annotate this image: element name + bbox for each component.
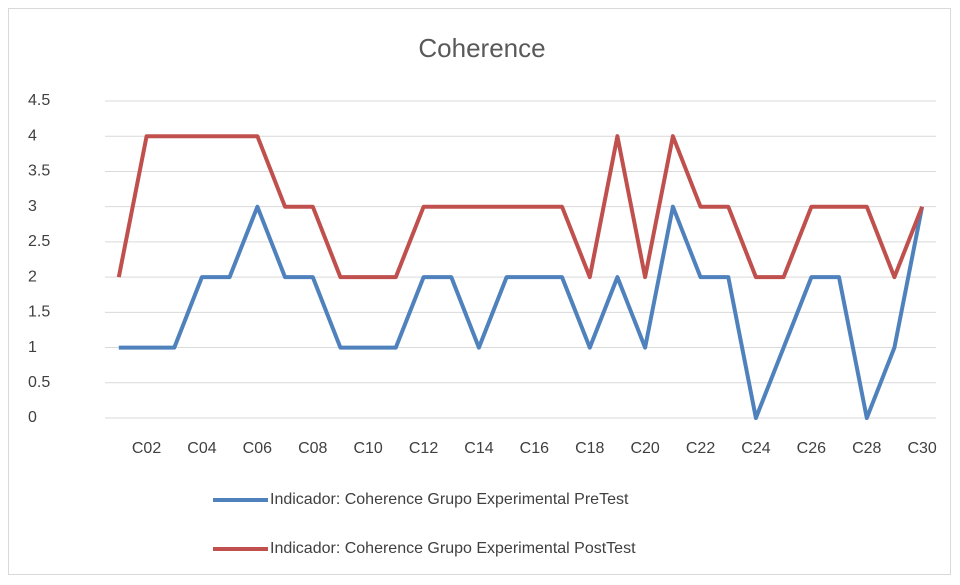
x-tick-label: C16	[520, 440, 549, 457]
legend-label: Indicador: Coherence Grupo Experimental …	[270, 540, 636, 557]
y-tick-label: 4	[28, 127, 37, 144]
y-tick-label: 2	[28, 268, 37, 285]
chart-title: Coherence	[418, 33, 545, 63]
series-line	[118, 204, 925, 420]
series-line	[116, 134, 924, 280]
y-tick-label: 4.5	[28, 92, 50, 109]
x-tick-label: C02	[132, 440, 161, 457]
legend-label: Indicador: Coherence Grupo Experimental …	[270, 491, 629, 508]
x-tick-label: C10	[353, 440, 382, 457]
chart-border	[8, 8, 951, 575]
x-tick-label: C24	[741, 440, 770, 457]
x-tick-label: C26	[797, 440, 826, 457]
x-tick-label: C20	[630, 440, 659, 457]
x-tick-label: C22	[686, 440, 715, 457]
x-tick-label: C18	[575, 440, 604, 457]
y-tick-label: 1	[28, 339, 37, 356]
y-tick-label: 3.5	[28, 163, 50, 180]
x-tick-label: C04	[187, 440, 216, 457]
y-tick-label: 0	[28, 409, 37, 426]
y-tick-label: 1.5	[28, 304, 50, 321]
x-tick-label: C08	[298, 440, 327, 457]
x-tick-label: C06	[243, 440, 272, 457]
y-tick-label: 2.5	[28, 233, 50, 250]
x-tick-label: C12	[409, 440, 438, 457]
x-tick-label: C14	[464, 440, 493, 457]
y-tick-label: 3	[28, 198, 37, 215]
x-tick-label: C28	[852, 440, 881, 457]
y-tick-label: 0.5	[28, 374, 50, 391]
x-tick-label: C30	[907, 440, 936, 457]
